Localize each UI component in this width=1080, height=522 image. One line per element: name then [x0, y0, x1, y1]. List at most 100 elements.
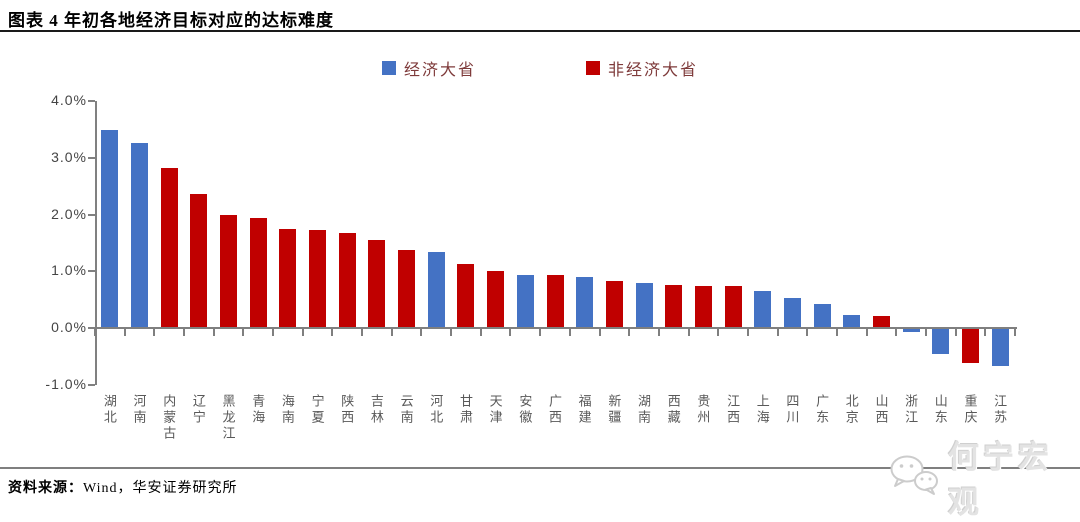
- x-axis-label-河南: 河南: [131, 394, 147, 426]
- y-axis-tick-label: -1.0%: [45, 376, 87, 392]
- source-label: 资料来源：: [8, 481, 83, 496]
- y-axis-tick: [88, 384, 95, 386]
- x-axis-label-湖北: 湖北: [101, 394, 117, 426]
- x-axis-tick: [598, 329, 601, 337]
- x-axis-label-宁夏: 宁夏: [309, 394, 325, 426]
- bar-辽宁: [190, 194, 208, 328]
- x-axis-label-辽宁: 辽宁: [190, 394, 206, 426]
- bar-湖北: [101, 130, 119, 328]
- legend: 经济大省 非经济大省: [0, 56, 1080, 80]
- x-axis-tick: [924, 329, 927, 337]
- y-axis-tick: [88, 156, 95, 159]
- bar-安徽: [516, 274, 534, 328]
- bar-湖南: [635, 283, 653, 328]
- x-axis-tick: [242, 329, 245, 337]
- x-axis-tick: [94, 329, 96, 337]
- x-axis-label-内蒙古: 内蒙古: [161, 394, 177, 442]
- bar-河南: [131, 142, 149, 328]
- y-axis-tick-label: 2.0%: [51, 205, 87, 222]
- x-axis-label-山西: 山西: [873, 394, 889, 426]
- bar-天津: [487, 270, 505, 328]
- legend-swatch-non-major: [586, 61, 600, 75]
- bar-山西: [872, 315, 890, 328]
- bar-广东: [813, 304, 831, 328]
- bar-四川: [783, 298, 801, 328]
- x-axis-label-江苏: 江苏: [992, 394, 1008, 426]
- y-axis-tick-label: 0.0%: [51, 319, 87, 336]
- x-axis-tick: [895, 329, 898, 337]
- watermark: 何宁宏观: [888, 432, 1080, 522]
- x-axis-label-广西: 广西: [547, 394, 562, 426]
- y-axis-tick: [88, 327, 95, 330]
- x-axis-label-重庆: 重庆: [962, 394, 978, 426]
- y-axis-tick: [88, 213, 95, 216]
- title-divider: [0, 30, 1080, 32]
- bar-甘肃: [457, 264, 475, 328]
- x-axis-tick: [806, 329, 809, 337]
- bar-广西: [546, 274, 564, 328]
- x-axis-label-四川: 四川: [784, 394, 800, 426]
- x-axis-tick: [984, 329, 987, 337]
- x-axis-label-安徽: 安徽: [517, 394, 533, 426]
- x-axis-label-上海: 上海: [754, 394, 770, 426]
- x-axis-label-西藏: 西藏: [665, 394, 681, 426]
- bar-上海: [754, 290, 772, 328]
- legend-swatch-major: [381, 61, 396, 75]
- x-axis-tick: [628, 329, 631, 337]
- x-axis-tick: [390, 329, 393, 337]
- y-axis-tick-label: 1.0%: [51, 262, 87, 279]
- x-axis-tick: [183, 329, 186, 337]
- x-axis-tick: [123, 329, 126, 337]
- wechat-icon: [888, 454, 940, 501]
- legend-item-non-major: 非经济大省: [586, 56, 698, 80]
- x-axis-tick: [539, 329, 542, 337]
- legend-label-non-major: 非经济大省: [608, 62, 699, 79]
- bar-内蒙古: [160, 168, 178, 328]
- legend-item-major: 经济大省: [381, 56, 476, 80]
- x-axis-label-青海: 青海: [250, 394, 266, 426]
- footer-divider: [0, 467, 1080, 469]
- x-axis-label-贵州: 贵州: [695, 394, 711, 426]
- y-axis-tick-label: 4.0%: [51, 92, 87, 108]
- bar-江西: [724, 286, 742, 328]
- x-axis-tick: [479, 329, 482, 337]
- bar-河北: [427, 252, 445, 328]
- y-axis-tick: [88, 100, 95, 102]
- x-axis-label-山东: 山东: [932, 394, 948, 426]
- x-axis-tick: [1014, 329, 1016, 337]
- y-axis-tick: [88, 270, 95, 273]
- page-title: 图表 4 年初各地经济目标对应的达标难度: [8, 11, 334, 30]
- x-axis-label-河北: 河北: [428, 394, 444, 426]
- bar-江苏: [991, 329, 1009, 367]
- x-axis-tick: [212, 329, 215, 337]
- x-axis-tick: [746, 329, 749, 337]
- y-axis-tick-label: 3.0%: [51, 148, 87, 165]
- x-axis-label-北京: 北京: [843, 394, 859, 426]
- x-axis-tick: [835, 329, 838, 337]
- x-axis-label-广东: 广东: [814, 394, 830, 426]
- x-axis-label-陕西: 陕西: [339, 394, 355, 426]
- bar-福建: [576, 277, 594, 328]
- x-axis-label-江西: 江西: [725, 394, 741, 426]
- bar-浙江: [902, 329, 920, 333]
- x-axis-label-云南: 云南: [398, 394, 414, 426]
- x-axis-tick: [687, 329, 690, 337]
- bar-chart-plot: 4.0% 3.0% 2.0% 1.0% 0.0% -1.0% 湖北 河南 内蒙古 辽宁 黑龙江 青海海…: [45, 92, 1017, 442]
- bar-吉林: [368, 240, 386, 328]
- bar-海南: [279, 228, 297, 328]
- x-axis-label-吉林: 吉林: [368, 394, 384, 426]
- x-axis-tick: [301, 329, 304, 337]
- x-axis-tick: [954, 329, 957, 337]
- x-axis-tick: [420, 329, 423, 337]
- x-axis-tick: [657, 329, 660, 337]
- x-axis-label-福建: 福建: [576, 394, 592, 426]
- bar-北京: [843, 314, 861, 328]
- bar-新疆: [605, 281, 623, 328]
- x-axis-tick: [153, 329, 156, 337]
- bar-宁夏: [309, 230, 327, 328]
- x-axis-tick: [331, 329, 334, 337]
- source-text: Wind，华安证券研究所: [83, 481, 238, 496]
- x-axis-label-海南: 海南: [279, 394, 295, 426]
- x-axis-label-新疆: 新疆: [606, 394, 622, 426]
- x-axis-label-天津: 天津: [487, 394, 503, 426]
